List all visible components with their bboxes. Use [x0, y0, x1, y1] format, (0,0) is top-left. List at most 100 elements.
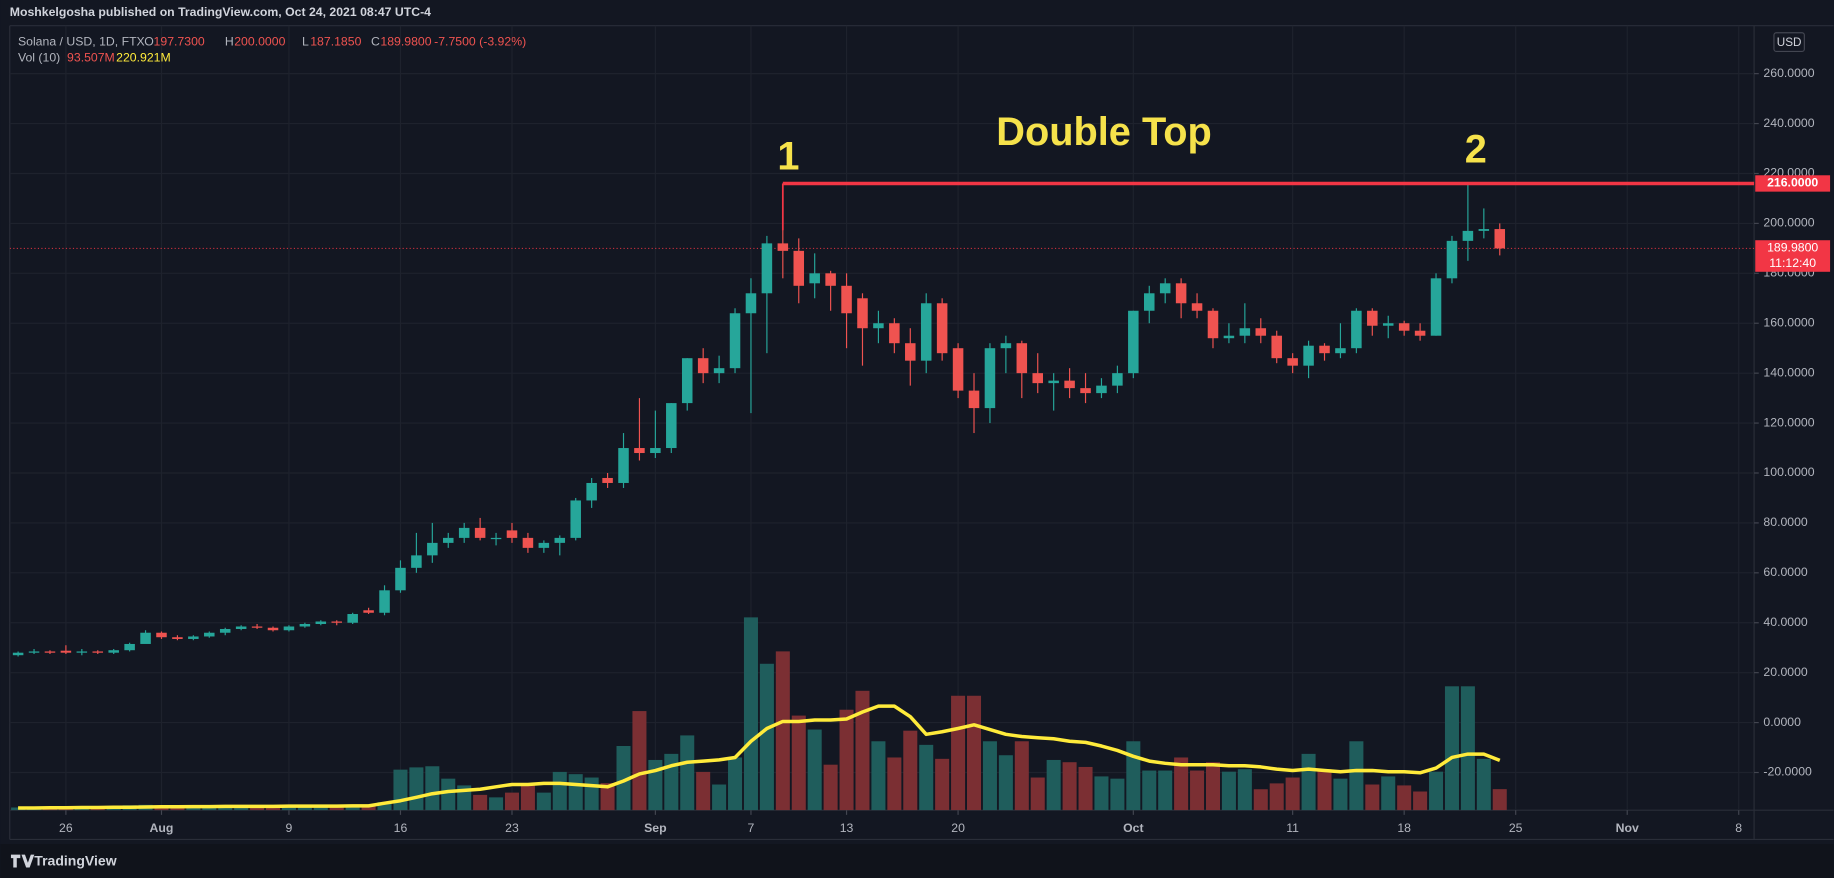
candle-body [1478, 229, 1490, 231]
candle-body [204, 632, 215, 637]
candle-body [793, 250, 805, 286]
candle-body [1382, 323, 1394, 326]
volume-bar [919, 744, 934, 811]
y-tick-label: 140.0000 [1763, 365, 1814, 379]
candle-body [650, 448, 661, 454]
volume-bar [632, 711, 647, 811]
volume-bar [425, 766, 440, 811]
volume-bar [616, 745, 631, 811]
candle-body [825, 273, 836, 286]
x-tick-label: 8 [1735, 821, 1742, 835]
candle-body [729, 313, 741, 369]
candle-body [1351, 310, 1362, 349]
header-text: Moshkelgosha published on TradingView.co… [10, 5, 431, 19]
volume-bar [1365, 784, 1380, 811]
x-tick-label: 9 [286, 821, 293, 835]
legend-change: -7.7500 (-3.92%) [434, 34, 526, 48]
volume-bar [855, 690, 870, 811]
legend-key: C [371, 34, 380, 48]
legend-key: O [144, 34, 154, 48]
candle-body [873, 323, 884, 329]
y-tick-label: 240.0000 [1763, 116, 1814, 130]
volume-bar [1381, 776, 1396, 811]
candle-body [1398, 323, 1410, 331]
x-tick-label: 20 [951, 821, 965, 835]
x-tick-label: 7 [748, 821, 755, 835]
volume-bar [982, 741, 997, 811]
legend-volume: Vol (10) [18, 51, 60, 65]
y-tick-label: 260.0000 [1763, 66, 1814, 80]
volume-bar [473, 794, 488, 811]
y-tick-label: 60.0000 [1763, 565, 1808, 579]
volume-ma-line [18, 704, 1501, 810]
volume-bar [775, 651, 790, 811]
candle-body [108, 650, 119, 653]
volume-bar [1142, 770, 1157, 811]
y-tick-label: 200.0000 [1763, 216, 1814, 230]
volume-bar [1444, 686, 1459, 811]
currency-button[interactable] [1773, 32, 1805, 53]
candle-body [1128, 310, 1139, 374]
candle-body [1287, 358, 1298, 366]
candle-body [681, 358, 693, 404]
volume-bar [1046, 759, 1061, 811]
volume-bar [504, 792, 520, 811]
volume-bar [743, 617, 758, 811]
candle-body [809, 273, 820, 284]
volume-bar [871, 741, 886, 811]
candle-body [1446, 240, 1458, 279]
candle-body [427, 542, 438, 556]
candle-body [777, 243, 789, 251]
currency-label[interactable]: USD [1777, 36, 1802, 49]
x-tick-label: Aug [150, 821, 174, 835]
legend-volume-ma: 220.921M [116, 51, 171, 65]
candle-body [1143, 293, 1155, 311]
legend-value: 200.0000 [234, 34, 285, 48]
volume-bar [823, 764, 838, 811]
y-tick-label: -20.0000 [1763, 765, 1812, 779]
plot-area [9, 25, 1755, 811]
candle-body [395, 567, 406, 591]
volume-bar [1253, 789, 1268, 811]
volume-bar [297, 805, 312, 811]
volume-bar [1126, 741, 1141, 811]
volume-bar [839, 709, 854, 811]
candle-body [984, 348, 996, 409]
y-tick-label: 80.0000 [1763, 515, 1808, 529]
volume-bar [186, 806, 201, 811]
candle-body [76, 651, 88, 653]
candle-body [458, 527, 470, 538]
candle-body [299, 623, 311, 627]
candle-body [1175, 283, 1187, 304]
volume-bar [712, 784, 727, 811]
volume-bar [887, 757, 902, 811]
candle-body [1159, 283, 1171, 294]
volume-bar [536, 792, 551, 811]
countdown-label: 11:12:40 [1769, 256, 1816, 270]
volume-bar [680, 735, 695, 811]
candle-body [1367, 310, 1378, 326]
volume-bar [1397, 785, 1412, 811]
volume-bar [520, 785, 535, 811]
legend-key: L [302, 34, 309, 48]
candle-body [745, 293, 757, 314]
candle-body [841, 285, 852, 314]
candle-body [1112, 373, 1123, 386]
price-tag-label: 189.9800 [1767, 241, 1818, 255]
legend-value: 187.1850 [310, 34, 361, 48]
candle-body [1335, 348, 1346, 354]
candle-body [267, 627, 279, 631]
candle-body [1016, 343, 1028, 374]
volume-bar [552, 771, 567, 811]
y-tick-label: 0.0000 [1763, 715, 1801, 729]
candle-body [1303, 345, 1314, 366]
candle-body [1191, 303, 1203, 311]
candle-body [92, 651, 104, 653]
x-tick-label: Sep [644, 821, 666, 835]
candle-body [1414, 330, 1426, 336]
volume-bar [568, 774, 583, 811]
volume-bar [1269, 783, 1284, 811]
candle-body [1080, 388, 1091, 394]
candle-body [857, 298, 868, 329]
